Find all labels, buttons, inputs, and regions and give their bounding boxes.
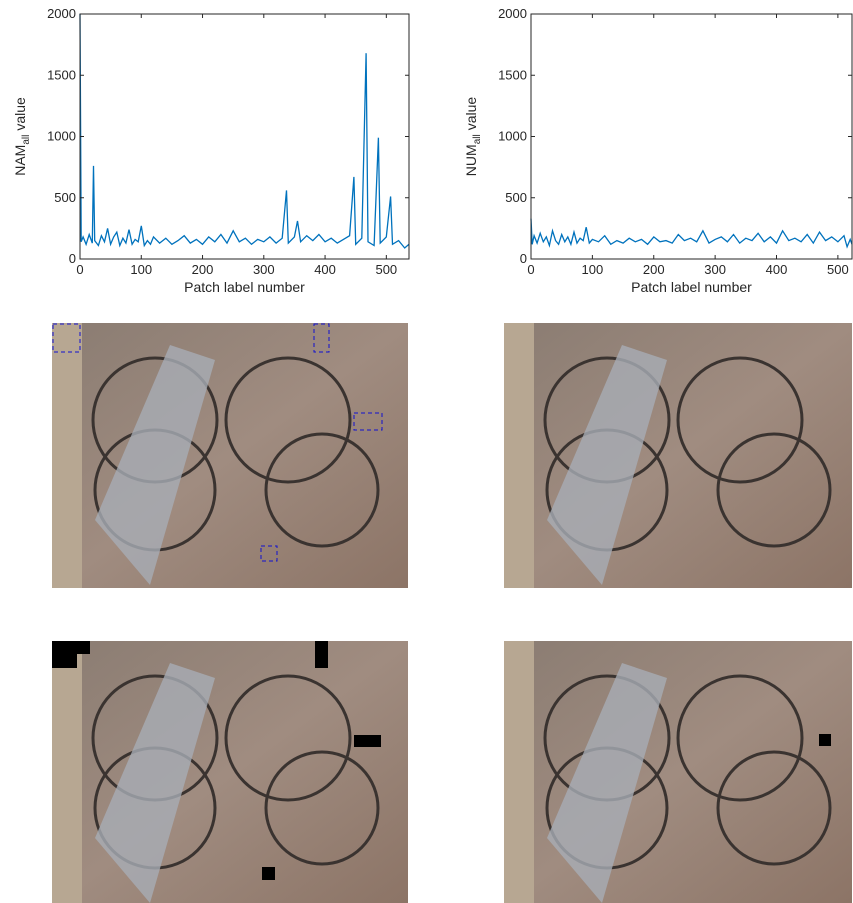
axes-box [530,13,853,260]
y-tick-label: 500 [505,190,527,205]
x-tick-label: 200 [643,262,665,277]
y-tick-label: 500 [54,190,76,205]
y-label-base: NAM [12,145,28,176]
photo-bottom-right [504,641,852,903]
photo-top-left [52,323,408,588]
y-tick-label: 0 [69,251,76,266]
photo-bottom-left [52,641,408,903]
y-label-tail: value [12,97,28,131]
y-label-base: NUM [463,144,479,176]
y-label-sub: all [21,135,32,145]
x-axis-label: Patch label number [184,279,305,295]
data-line [79,13,410,249]
y-tick-label: 0 [520,251,527,266]
x-tick-label: 400 [766,262,788,277]
y-label-tail: value [463,97,479,131]
y-tick-label: 1500 [498,67,527,82]
y-axis-label: NUMall value [463,97,483,177]
x-tick-label: 0 [76,262,83,277]
x-tick-label: 100 [130,262,152,277]
x-tick-label: 100 [582,262,604,277]
y-tick-label: 1500 [47,67,76,82]
x-tick-label: 500 [827,262,849,277]
x-tick-label: 500 [375,262,397,277]
axes-box [79,13,410,260]
photo-top-right [504,323,852,588]
y-axis-label: NAMall value [12,97,32,176]
x-tick-label: 300 [253,262,275,277]
y-tick-label: 2000 [47,6,76,21]
x-axis-label: Patch label number [631,279,752,295]
x-tick-label: 400 [314,262,336,277]
x-tick-label: 300 [704,262,726,277]
y-tick-label: 2000 [498,6,527,21]
y-tick-label: 1000 [47,129,76,144]
y-tick-label: 1000 [498,129,527,144]
x-tick-label: 200 [192,262,214,277]
y-label-sub: all [472,134,483,144]
data-line [530,218,853,249]
x-tick-label: 0 [527,262,534,277]
